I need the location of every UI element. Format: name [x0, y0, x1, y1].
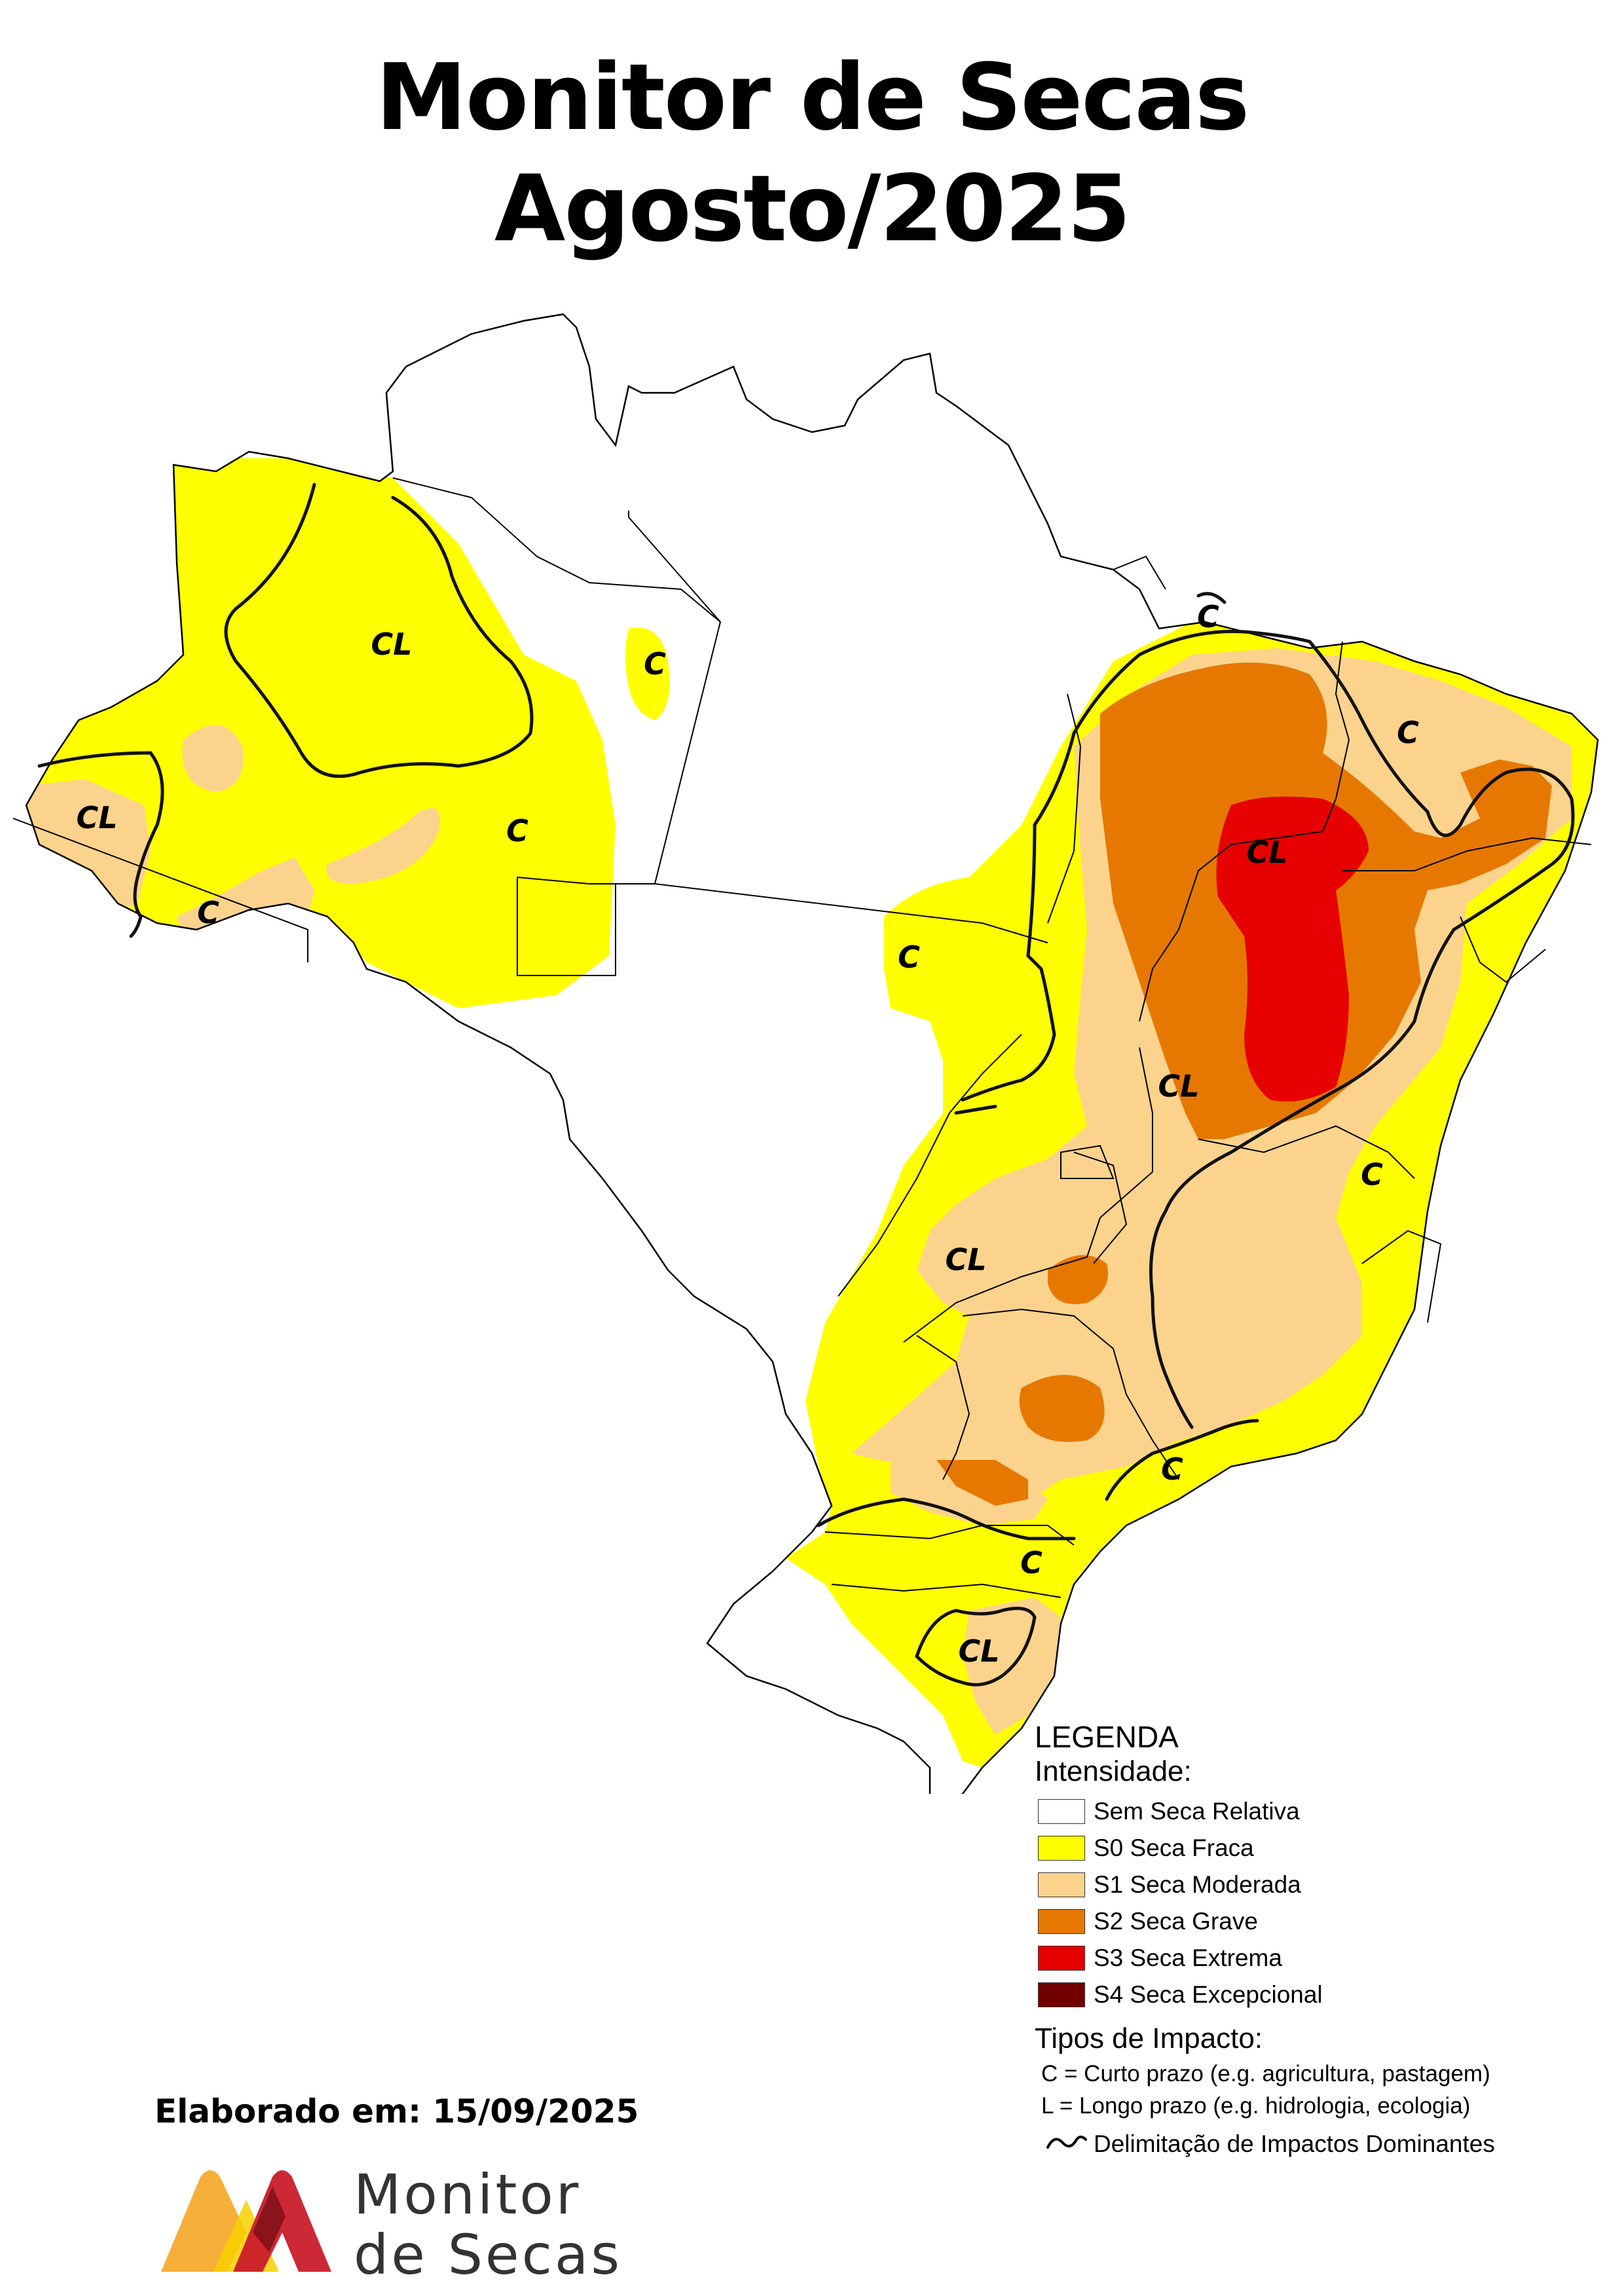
legend-label: S1 Seca Moderada: [1094, 1871, 1301, 1898]
map-period: Agosto/2025: [494, 156, 1131, 263]
monitor-de-secas-logo-icon: [161, 2170, 331, 2272]
label-cl-piaui: CL: [1246, 835, 1287, 870]
legend-item: S4 Seca Excepcional: [1035, 1973, 1490, 2010]
legend: LEGENDA Intensidade: Sem Seca Relativa S…: [1035, 1720, 1495, 2157]
legend-label: S4 Seca Excepcional: [1094, 1981, 1323, 2008]
legend-subtitle: Intensidade:: [1035, 1755, 1192, 1787]
elaborated-date: Elaborado em: 15/09/2025: [155, 2092, 639, 2130]
label-c-bahia-coast: C: [1361, 1157, 1383, 1192]
label-c-maranhao-coast: C: [1197, 599, 1219, 634]
label-c-tocantins: C: [898, 939, 920, 975]
delimitation-label: Delimitação de Impactos Dominantes: [1094, 2130, 1495, 2157]
s0-area-acre-ovals: [182, 725, 244, 792]
legend-swatch: [1038, 1799, 1085, 1824]
logo-text-line1: Monitor: [354, 2162, 581, 2227]
s2-area-minas: [1019, 1375, 1105, 1442]
map-title: Monitor de Secas: [375, 45, 1250, 151]
legend-item: S3 Seca Extrema: [1035, 1937, 1490, 1973]
label-cl-goias-minas: CL: [945, 1242, 986, 1277]
delimitation-line-icon: [1046, 2136, 1087, 2149]
legend-label: Sem Seca Relativa: [1094, 1798, 1300, 1825]
label-c-acre-rondonia: C: [197, 895, 219, 930]
label-cl-bahia-goias: CL: [1158, 1068, 1199, 1104]
legend-label: S3 Seca Extrema: [1094, 1944, 1282, 1971]
s0-area-amazon: [26, 458, 616, 1008]
legend-title: LEGENDA: [1035, 1720, 1179, 1754]
legend-item: S1 Seca Moderada: [1035, 1863, 1490, 1900]
impact-delimitation-lines: [37, 483, 1575, 1686]
label-cl-rio-grande-sul: CL: [958, 1633, 999, 1669]
label-c-para: C: [644, 646, 666, 682]
legend-item: S0 Seca Fraca: [1035, 1827, 1490, 1863]
label-cl-acre: CL: [76, 800, 117, 835]
map-region-labels: CL C CL C C C C CL C CL C CL C C CL: [76, 599, 1419, 1669]
legend-label: S0 Seca Fraca: [1094, 1834, 1254, 1861]
logo-text-line2: de Secas: [354, 2223, 623, 2287]
drought-map: CL C CL C C C C CL C CL C CL C C CL: [12, 313, 1599, 1794]
legend-swatch: [1038, 1909, 1085, 1934]
impact-long-term: L = Longo prazo (e.g. hidrologia, ecolog…: [1041, 2093, 1471, 2119]
legend-swatch: [1038, 1946, 1085, 1971]
legend-swatch: [1038, 1836, 1085, 1861]
legend-swatch: [1038, 1982, 1085, 2007]
label-c-amazonas-south: C: [506, 813, 528, 848]
impact-title: Tipos de Impacto:: [1035, 2022, 1263, 2054]
s2-area-rondonia: [240, 923, 268, 956]
state-borders: [12, 477, 1592, 1598]
s0-area-para-spot: [625, 627, 670, 720]
s2-area-parana: [936, 1460, 1028, 1506]
label-c-sao-paulo-coast: C: [1161, 1451, 1183, 1487]
s2-area-goias: [1048, 1255, 1108, 1304]
s1-area-amazonas-band: [326, 808, 440, 884]
delimitation-item: Delimitação de Impactos Dominantes: [1035, 2125, 1495, 2157]
legend-items: Sem Seca Relativa S0 Seca Fraca S1 Seca …: [1035, 1790, 1490, 2010]
legend-item: S2 Seca Grave: [1035, 1900, 1490, 1937]
label-c-rio-grande-norte: C: [1397, 715, 1419, 750]
legend-swatch: [1038, 1872, 1085, 1897]
legend-item: Sem Seca Relativa: [1035, 1790, 1490, 1827]
impact-short-term: C = Curto prazo (e.g. agricultura, pasta…: [1041, 2061, 1490, 2086]
s3-area-core: [1216, 796, 1369, 1102]
legend-label: S2 Seca Grave: [1094, 1908, 1258, 1935]
label-c-parana-sc: C: [1020, 1545, 1043, 1580]
label-cl-amazonas: CL: [371, 627, 412, 662]
